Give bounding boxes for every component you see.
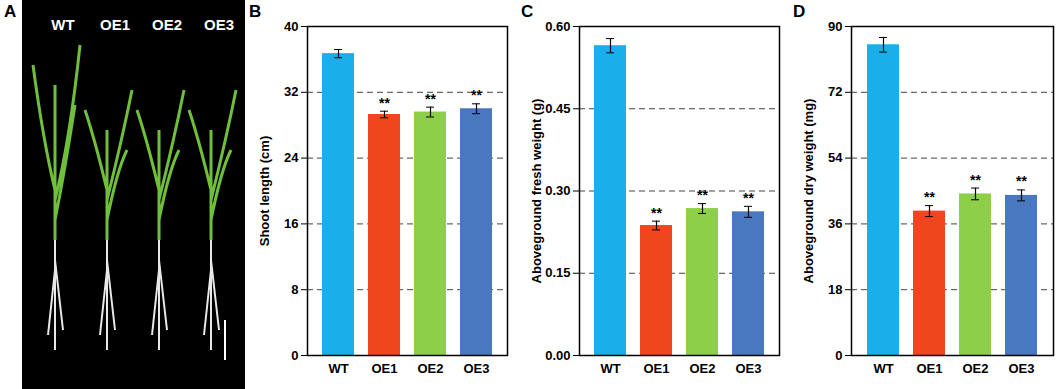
svg-text:OE3: OE3 [204, 16, 234, 33]
svg-text:0: 0 [291, 348, 298, 363]
svg-text:OE2: OE2 [417, 361, 443, 376]
svg-text:OE3: OE3 [735, 361, 761, 376]
svg-text:**: ** [379, 95, 390, 111]
html-text:A: A [4, 2, 17, 21]
svg-text:8: 8 [291, 282, 298, 297]
svg-text:0.15: 0.15 [545, 265, 570, 280]
html-text:B: B [249, 2, 262, 21]
svg-text:40: 40 [284, 19, 298, 34]
svg-text:OE2: OE2 [689, 361, 715, 376]
svg-text:**: ** [651, 205, 662, 221]
svg-text:24: 24 [284, 150, 299, 165]
svg-text:0.30: 0.30 [545, 183, 570, 198]
html-text:C: C [521, 2, 534, 21]
svg-text:WT: WT [328, 361, 348, 376]
svg-text:18: 18 [828, 282, 842, 297]
svg-text:OE1: OE1 [371, 361, 397, 376]
svg-text:**: ** [743, 190, 754, 206]
svg-text:0.60: 0.60 [545, 19, 570, 34]
svg-text:Aboveground fresh weight (g): Aboveground fresh weight (g) [529, 99, 544, 284]
svg-text:WT: WT [873, 361, 893, 376]
svg-text:WT: WT [600, 361, 620, 376]
html-text:D: D [793, 2, 806, 21]
svg-text:54: 54 [828, 150, 843, 165]
svg-text:OE1: OE1 [916, 361, 942, 376]
svg-text:Aboveground dry weight (mg): Aboveground dry weight (mg) [801, 99, 816, 284]
svg-text:OE1: OE1 [100, 16, 130, 33]
svg-text:**: ** [1016, 173, 1027, 189]
svg-text:72: 72 [828, 84, 842, 99]
svg-text:OE1: OE1 [643, 361, 669, 376]
svg-text:0.45: 0.45 [545, 101, 570, 116]
svg-text:**: ** [471, 87, 482, 103]
svg-text:Shoot length (cm): Shoot length (cm) [257, 136, 272, 247]
svg-text:0: 0 [835, 348, 842, 363]
svg-text:**: ** [697, 187, 708, 203]
svg-text:90: 90 [828, 19, 842, 34]
svg-text:OE3: OE3 [463, 361, 489, 376]
svg-text:36: 36 [828, 216, 842, 231]
svg-text:0.00: 0.00 [545, 348, 570, 363]
svg-text:OE2: OE2 [152, 16, 182, 33]
svg-text:WT: WT [51, 16, 74, 33]
svg-text:**: ** [924, 189, 935, 205]
svg-text:16: 16 [284, 216, 298, 231]
svg-text:32: 32 [284, 84, 298, 99]
svg-text:OE3: OE3 [1008, 361, 1034, 376]
svg-text:**: ** [970, 172, 981, 188]
svg-text:**: ** [425, 91, 436, 107]
svg-text:OE2: OE2 [962, 361, 988, 376]
